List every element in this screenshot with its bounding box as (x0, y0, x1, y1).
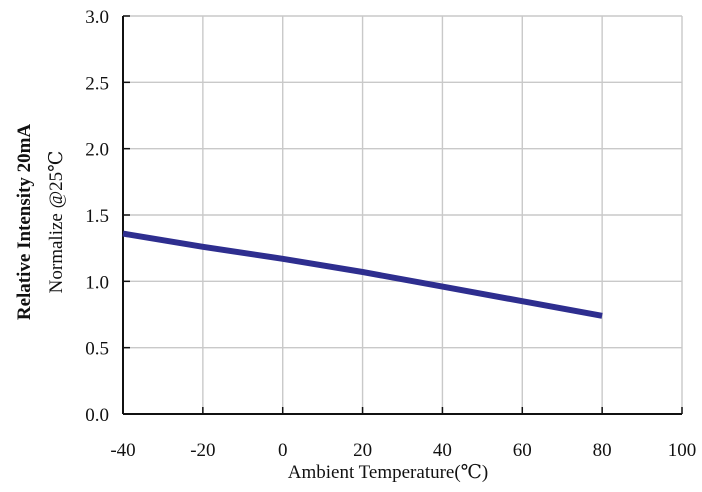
y-axis-title-line2: Normalize @25℃ (46, 151, 67, 294)
x-tick-label-4: 40 (433, 440, 452, 461)
x-tick-label-6: 80 (593, 440, 612, 461)
x-tick-label-2: 0 (278, 440, 288, 461)
axes (122, 15, 683, 415)
x-tick-label-0: -40 (110, 440, 135, 461)
y-tick-label-1: 0.5 (85, 339, 109, 360)
y-tick-label-4: 2.0 (85, 140, 109, 161)
x-axis-title: Ambient Temperature(℃) (288, 462, 489, 483)
y-tick-label-6: 3.0 (85, 7, 109, 28)
x-tick-label-5: 60 (513, 440, 532, 461)
grid (123, 15, 683, 414)
y-tick-label-2: 1.0 (85, 272, 109, 293)
y-tick-label-3: 1.5 (85, 206, 109, 227)
series-line-0 (122, 230, 603, 319)
y-tick-labels: 0.0 0.5 1.0 1.5 2.0 2.5 3.0 (85, 7, 109, 426)
x-tick-label-3: 20 (353, 440, 372, 461)
x-tick-label-1: -20 (190, 440, 215, 461)
y-axis-title-line1: Relative Intensity 20mA (14, 124, 35, 321)
series (122, 230, 603, 319)
y-tick-label-5: 2.5 (85, 73, 109, 94)
x-tick-label-7: 100 (668, 440, 697, 461)
x-tick-labels: -40 -20 0 20 40 60 80 100 (110, 440, 696, 461)
y-tick-label-0: 0.0 (85, 405, 109, 426)
